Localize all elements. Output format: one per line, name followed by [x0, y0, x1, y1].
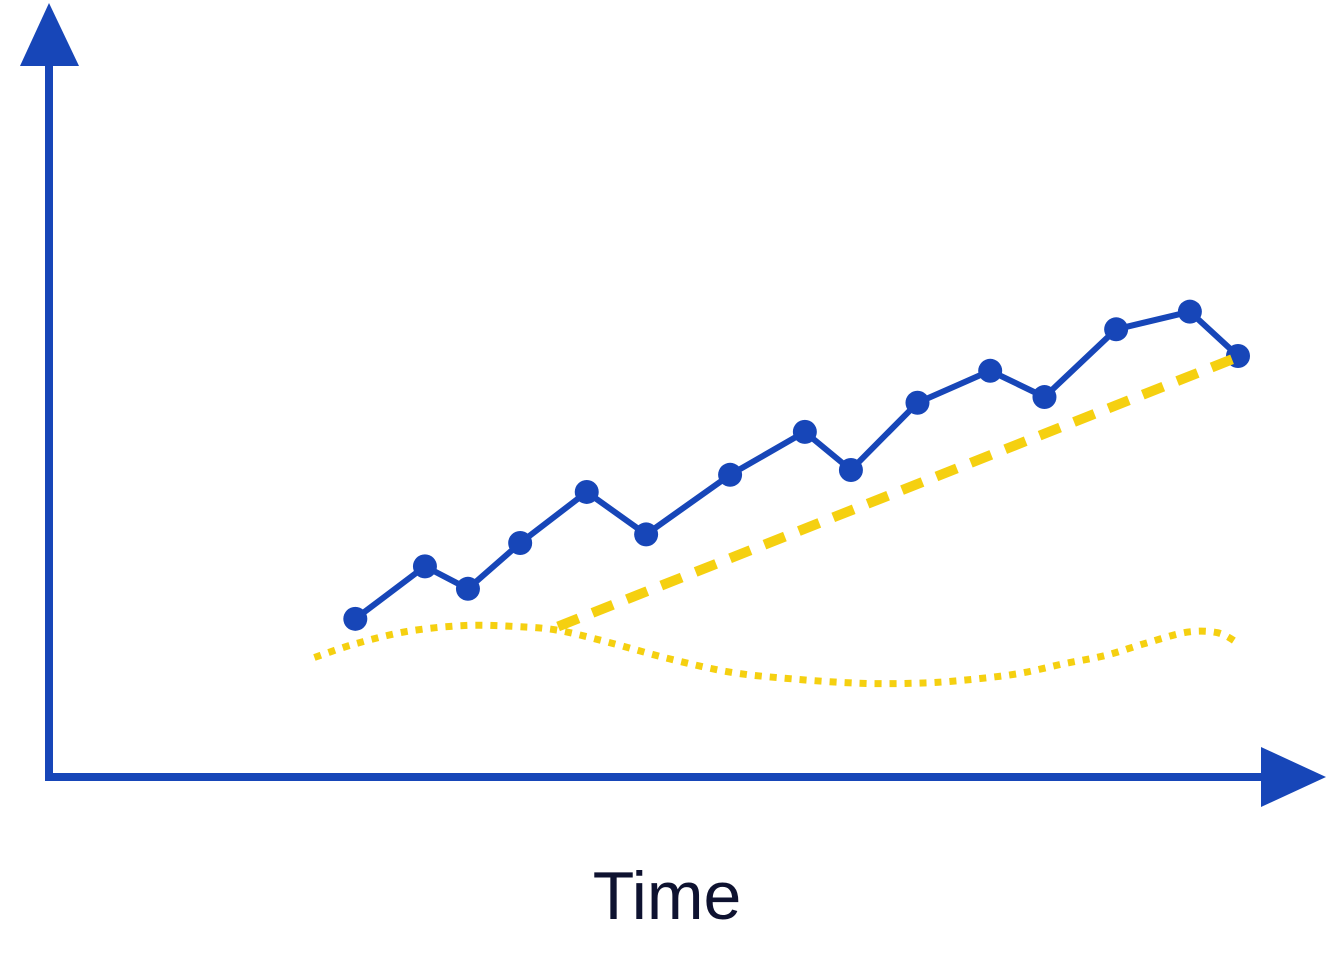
series-point-12 — [1032, 385, 1057, 410]
series-point-3 — [455, 576, 480, 601]
axes — [20, 3, 1326, 807]
series-layer — [313, 299, 1250, 688]
series-point-4 — [508, 531, 533, 556]
trend-dashed-line — [556, 352, 1240, 632]
baseline-dotted-curve — [313, 621, 1240, 688]
series-point-7 — [718, 462, 743, 487]
series-point-6 — [634, 522, 659, 547]
series-point-14 — [1177, 299, 1202, 324]
series-point-13 — [1104, 317, 1129, 342]
y-axis-arrowhead — [20, 3, 79, 66]
series-point-11 — [978, 358, 1003, 383]
x-axis-title: Time — [592, 858, 742, 934]
series-point-8 — [792, 419, 817, 444]
series-point-2 — [412, 554, 437, 579]
series-point-10 — [905, 390, 930, 415]
series-line — [352, 308, 1241, 622]
x-axis-arrowhead — [1261, 747, 1326, 807]
series-point-5 — [574, 479, 599, 504]
series-point-1 — [343, 606, 368, 631]
series-point-9 — [838, 458, 863, 483]
